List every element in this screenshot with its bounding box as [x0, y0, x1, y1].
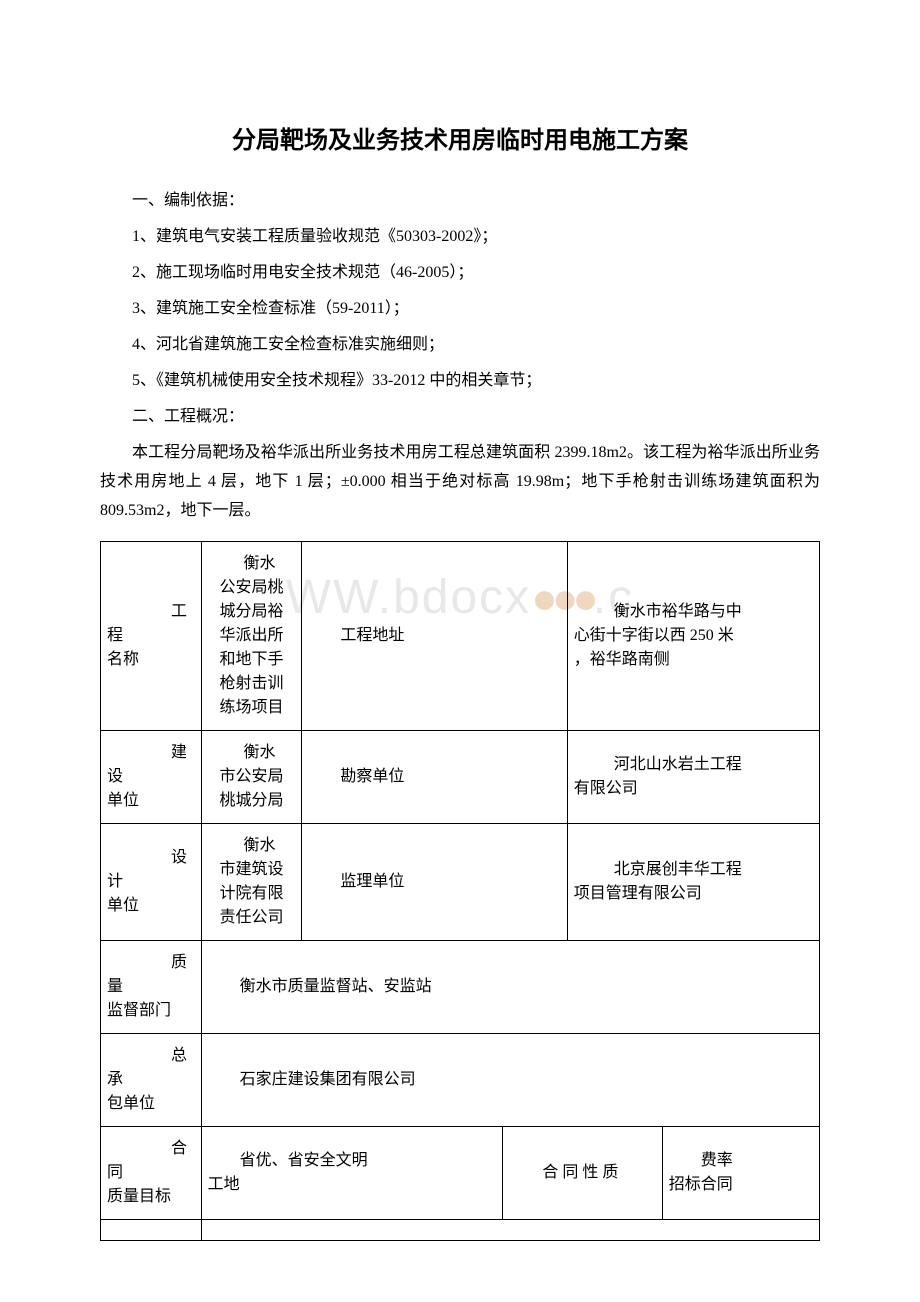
value-survey-unit: 河北山水岩土工程有限公司	[567, 731, 819, 824]
section1-item3: 3、建筑施工安全检查标准（59-2011）；	[100, 293, 820, 325]
page-title: 分局靶场及业务技术用房临时用电施工方案	[100, 120, 820, 155]
label-general-contractor: 总承包单位	[101, 1034, 202, 1127]
value-project-address: 衡水市裕华路与中心街十字街以西 250 米，裕华路南侧	[567, 542, 819, 731]
label-project-name: 工程名称	[101, 542, 202, 731]
section1-item2: 2、施工现场临时用电安全技术规范（46-2005）；	[100, 257, 820, 289]
label-design-unit: 设计单位	[101, 824, 202, 941]
value-general-contractor: 石家庄建设集团有限公司	[201, 1034, 819, 1127]
label-supervision-unit: 监理单位	[302, 824, 567, 941]
table-row: 质量监督部门 衡水市质量监督站、安监站	[101, 941, 820, 1034]
label-survey-unit: 勘察单位	[302, 731, 567, 824]
empty-cell	[201, 1220, 819, 1241]
section2-heading: 二、工程概况：	[100, 401, 820, 433]
table-row: 设计单位 衡水市建筑设计院有限责任公司 监理单位 北京展创丰华工程项目管理有限公…	[101, 824, 820, 941]
table-row: 合同质量目标 省优、省安全文明工地 合同性质 费率招标合同	[101, 1127, 820, 1220]
label-quality-dept: 质量监督部门	[101, 941, 202, 1034]
value-supervision-unit: 北京展创丰华工程项目管理有限公司	[567, 824, 819, 941]
section1-heading: 一、编制依据：	[100, 185, 820, 217]
section2-body: 本工程分局靶场及裕华派出所业务技术用房工程总建筑面积 2399.18m2。该工程…	[100, 439, 820, 525]
label-quality-target: 合同质量目标	[101, 1127, 202, 1220]
value-quality-target: 省优、省安全文明工地	[201, 1127, 502, 1220]
value-design-unit: 衡水市建筑设计院有限责任公司	[201, 824, 302, 941]
project-info-table: 工程名称 衡水公安局桃城分局裕华派出所和地下手枪射击训练场项目 工程地址 衡水市…	[100, 541, 820, 1241]
section1-item5: 5、《建筑机械使用安全技术规程》33-2012 中的相关章节；	[100, 365, 820, 397]
empty-cell	[101, 1220, 202, 1241]
label-project-address: 工程地址	[302, 542, 567, 731]
table-row	[101, 1220, 820, 1241]
section1-item4: 4、河北省建筑施工安全检查标准实施细则；	[100, 329, 820, 361]
value-quality-dept: 衡水市质量监督站、安监站	[201, 941, 819, 1034]
section1-item1: 1、建筑电气安装工程质量验收规范《50303-2002》；	[100, 221, 820, 253]
table-row: 工程名称 衡水公安局桃城分局裕华派出所和地下手枪射击训练场项目 工程地址 衡水市…	[101, 542, 820, 731]
label-contract-type: 合同性质	[502, 1127, 662, 1220]
value-project-name: 衡水公安局桃城分局裕华派出所和地下手枪射击训练场项目	[201, 542, 302, 731]
document-content: 分局靶场及业务技术用房临时用电施工方案 一、编制依据： 1、建筑电气安装工程质量…	[100, 120, 820, 1241]
table-row: 建设单位 衡水市公安局桃城分局 勘察单位 河北山水岩土工程有限公司	[101, 731, 820, 824]
table-row: 总承包单位 石家庄建设集团有限公司	[101, 1034, 820, 1127]
value-contract-type: 费率招标合同	[662, 1127, 819, 1220]
value-construction-unit: 衡水市公安局桃城分局	[201, 731, 302, 824]
label-construction-unit: 建设单位	[101, 731, 202, 824]
